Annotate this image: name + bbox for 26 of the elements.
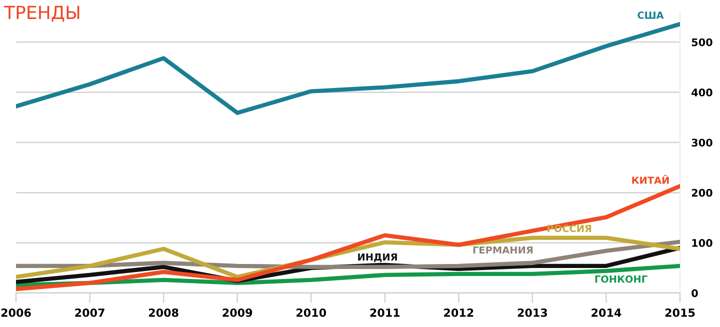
chart-title: ТРЕНДЫ (4, 6, 80, 22)
line-series (16, 264, 680, 288)
x-tick-label: 2013 (518, 308, 548, 317)
x-tick-label: 2007 (75, 308, 104, 317)
y-tick-label: 0 (692, 289, 698, 298)
y-tick-label: 400 (692, 88, 712, 96)
x-tick-label: 2008 (148, 308, 178, 317)
x-tick-label: 2012 (444, 308, 474, 317)
y-tick-label: 300 (692, 138, 712, 147)
x-tick-label: 2010 (296, 308, 326, 317)
series-label: ГОНКОНГ (595, 275, 648, 283)
y-tick-label: 100 (692, 239, 712, 247)
series-label: ИНДИЯ (358, 253, 397, 262)
y-tick-label: 200 (692, 188, 712, 197)
line-series (16, 22, 680, 115)
series-label: РОССИЯ (548, 224, 592, 232)
x-tick-label: 2011 (370, 308, 400, 317)
series-label: США (638, 11, 664, 19)
x-tick-label: 2014 (592, 308, 622, 317)
x-tick-label: 2015 (665, 308, 695, 317)
x-tick-label: 2009 (222, 308, 252, 317)
series-label: ГЕРМАНИЯ (473, 246, 532, 254)
y-tick-label: 500 (692, 38, 712, 46)
series-label: КИТАЙ (632, 174, 669, 184)
line-series (16, 184, 680, 292)
x-tick-label: 2006 (1, 308, 31, 317)
